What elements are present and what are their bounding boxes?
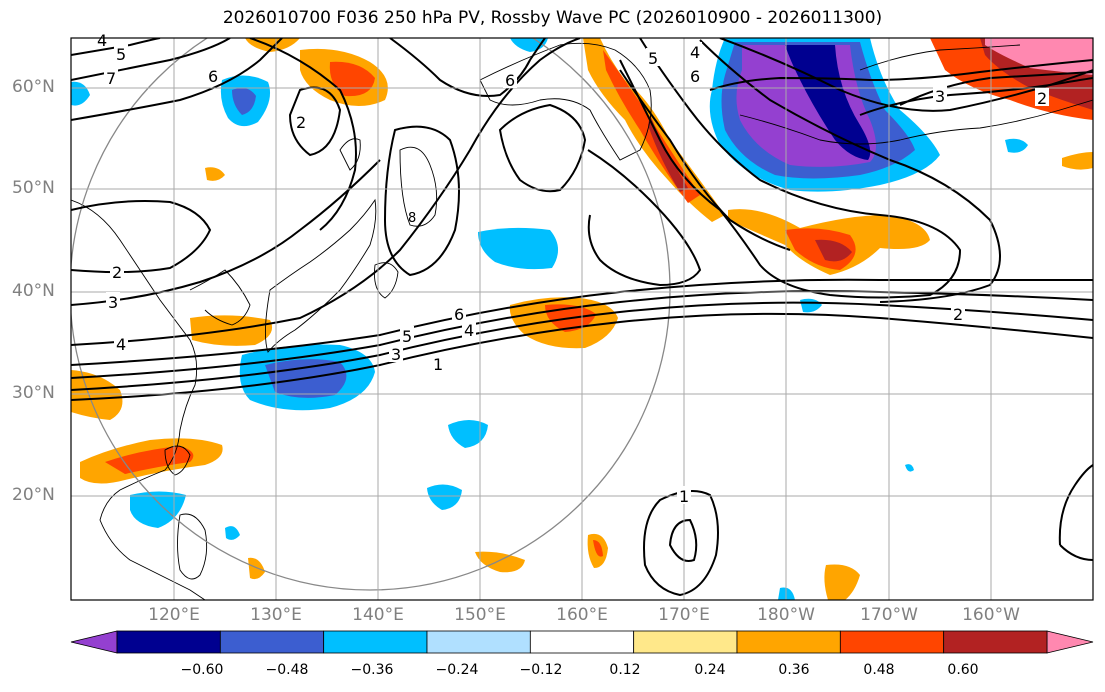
contour-label: 6: [208, 67, 218, 86]
contour-label: 5: [648, 49, 658, 68]
colorbar-segment: [633, 630, 738, 654]
colorbar-tick-label: −0.60: [180, 662, 224, 678]
colorbar-tick-label: −0.12: [519, 662, 563, 678]
lon-label: 170°W: [860, 605, 918, 625]
colorbar-tick-label: −0.24: [435, 662, 479, 678]
lat-label: 50°N: [12, 178, 55, 198]
contour-label: 4: [116, 335, 126, 354]
colorbar-extend-min: [70, 630, 118, 654]
lon-label: 160°E: [556, 605, 608, 625]
map-title: 2026010700 F036 250 hPa PV, Rossby Wave …: [222, 8, 883, 28]
contour-label: 1: [679, 487, 689, 506]
contour-label: 4: [97, 31, 107, 50]
colorbar-segment: [529, 630, 635, 654]
contour-label: 8: [408, 211, 416, 226]
contour-label: 2: [112, 263, 122, 282]
contour-label: 6: [454, 305, 464, 324]
lon-label: 180°W: [757, 605, 815, 625]
lon-label: 130°E: [250, 605, 302, 625]
contour-label: 6: [505, 71, 515, 90]
colorbar-tick-label: −0.36: [350, 662, 394, 678]
map-frame: [70, 37, 1094, 601]
colorbar-segment: [116, 630, 221, 654]
colorbar-tick-label: 0.60: [947, 662, 979, 678]
colorbar-extend-max: [1046, 630, 1094, 654]
contour-label: 3: [935, 87, 945, 106]
range-circle: [71, 38, 671, 591]
contour-label: 2: [953, 305, 963, 324]
colorbar: [70, 630, 1094, 654]
colorbar-segment: [943, 630, 1048, 654]
lat-label: 60°N: [12, 77, 55, 97]
contour-label: 3: [108, 293, 118, 312]
lon-label: 120°E: [148, 605, 200, 625]
colorbar-tick-label: 0.36: [778, 662, 810, 678]
contour-label: 7: [106, 69, 116, 88]
colorbar-segment: [323, 630, 428, 654]
colorbar-tick-label: 0.48: [863, 662, 895, 678]
contour-label: 2: [1037, 89, 1047, 108]
colorbar-segment: [839, 630, 945, 654]
lat-label: 30°N: [12, 383, 55, 403]
colorbar-tick-label: −0.48: [265, 662, 309, 678]
lon-label: 140°E: [352, 605, 404, 625]
contour-label: 5: [116, 45, 126, 64]
colorbar-tick-label: 0.24: [694, 662, 726, 678]
lon-label: 150°E: [454, 605, 506, 625]
contour-label: 6: [690, 67, 700, 86]
contour-label: 2: [296, 113, 306, 132]
graticule: [71, 38, 1093, 600]
positive-anomaly-shading: [71, 38, 1093, 600]
colorbar-segment: [426, 630, 531, 654]
contour-label: 1: [433, 355, 443, 374]
colorbar-segment: [219, 630, 325, 654]
contour-label: 3: [391, 345, 401, 364]
contour-label: 5: [402, 327, 412, 346]
contour-label: 4: [464, 321, 474, 340]
colorbar-tick-label: 0.12: [609, 662, 641, 678]
colorbar-segment: [736, 630, 841, 654]
lon-label: 160°W: [962, 605, 1020, 625]
lat-label: 20°N: [12, 485, 55, 505]
contour-label: 4: [690, 43, 700, 62]
lon-label: 170°E: [658, 605, 710, 625]
lat-label: 40°N: [12, 281, 55, 301]
